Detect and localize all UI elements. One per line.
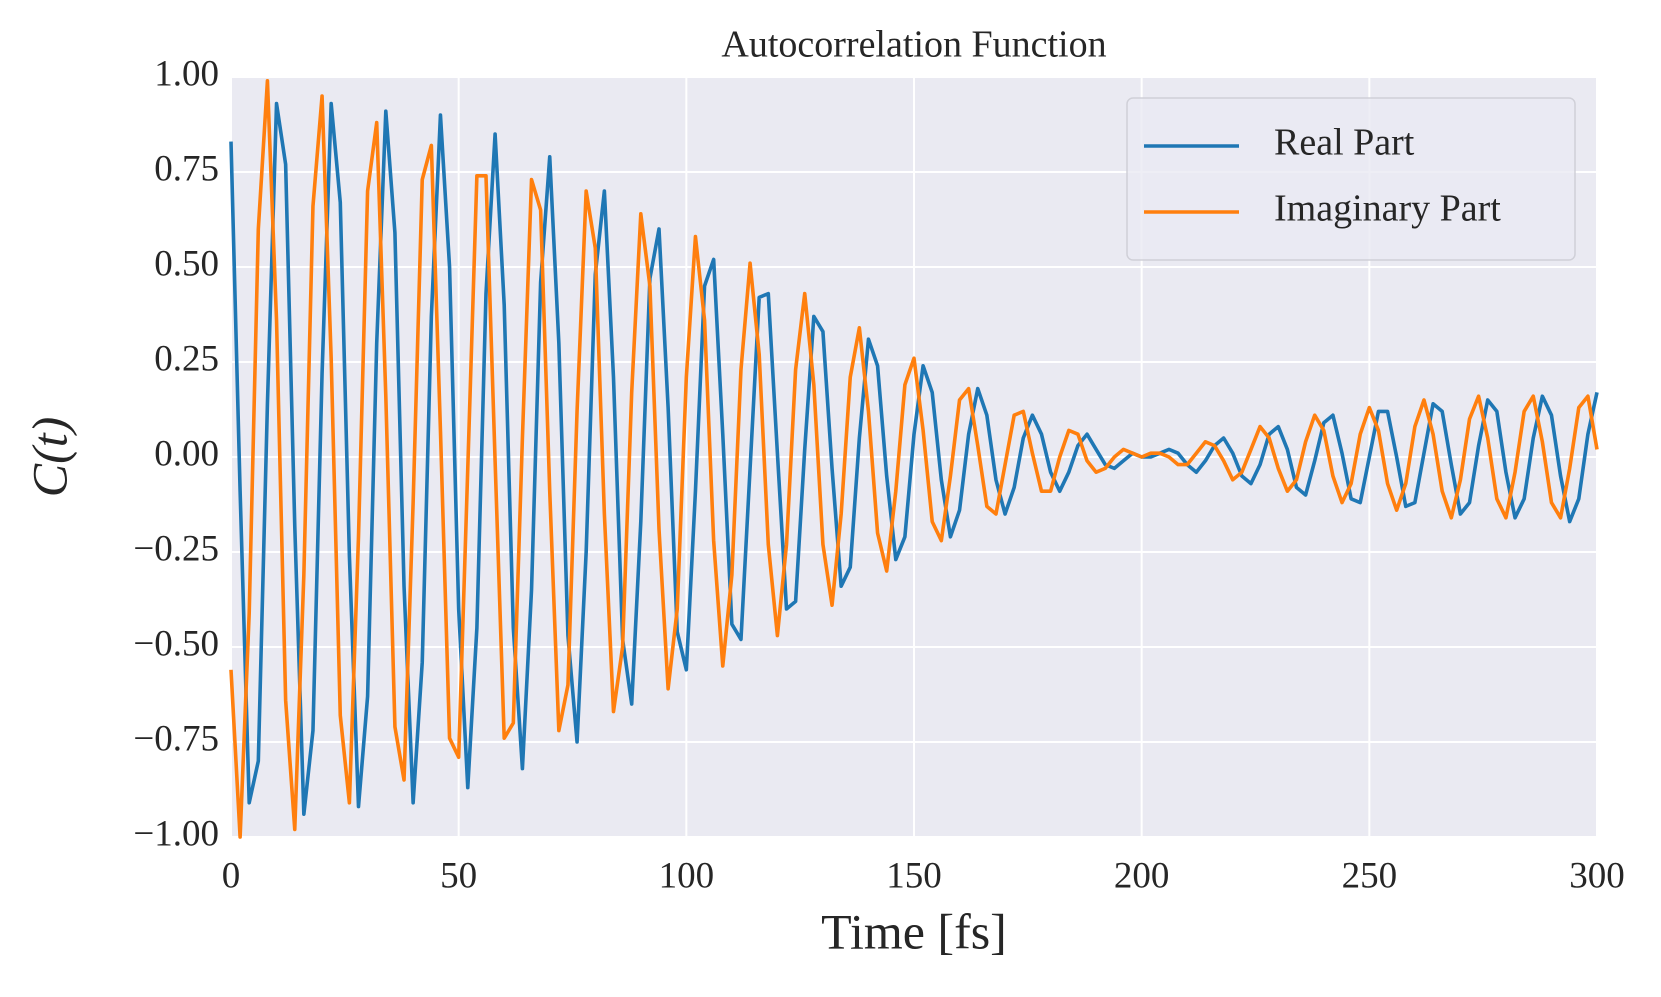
- x-tick-label: 150: [886, 855, 942, 896]
- chart-title: Autocorrelation Function: [721, 24, 1106, 66]
- y-tick-label: −1.00: [133, 813, 219, 854]
- legend-label: Real Part: [1274, 122, 1415, 164]
- y-tick-label: −0.50: [133, 623, 219, 664]
- y-tick-label: 1.00: [154, 53, 219, 94]
- series-line: [229, 101, 1599, 816]
- x-tick-label: 300: [1569, 855, 1625, 896]
- x-tick-label: 0: [222, 855, 241, 896]
- y-tick-label: 0.50: [154, 243, 219, 284]
- x-tick-label: 100: [659, 855, 715, 896]
- y-tick-label: 0.00: [154, 433, 219, 474]
- series-line: [229, 79, 1599, 839]
- y-tick-label: 0.75: [154, 148, 219, 189]
- x-tick-label: 250: [1342, 855, 1398, 896]
- y-tick-label: −0.75: [133, 718, 219, 759]
- legend-box: [1126, 97, 1576, 261]
- y-axis-label: C(t): [21, 417, 77, 498]
- y-tick-label: 0.25: [154, 338, 219, 379]
- x-tick-label: 200: [1114, 855, 1170, 896]
- legend-label: Imaginary Part: [1274, 188, 1501, 230]
- y-tick-label: −0.25: [133, 528, 219, 569]
- x-tick-label: 50: [440, 855, 477, 896]
- x-axis-label: Time [fs]: [821, 903, 1007, 959]
